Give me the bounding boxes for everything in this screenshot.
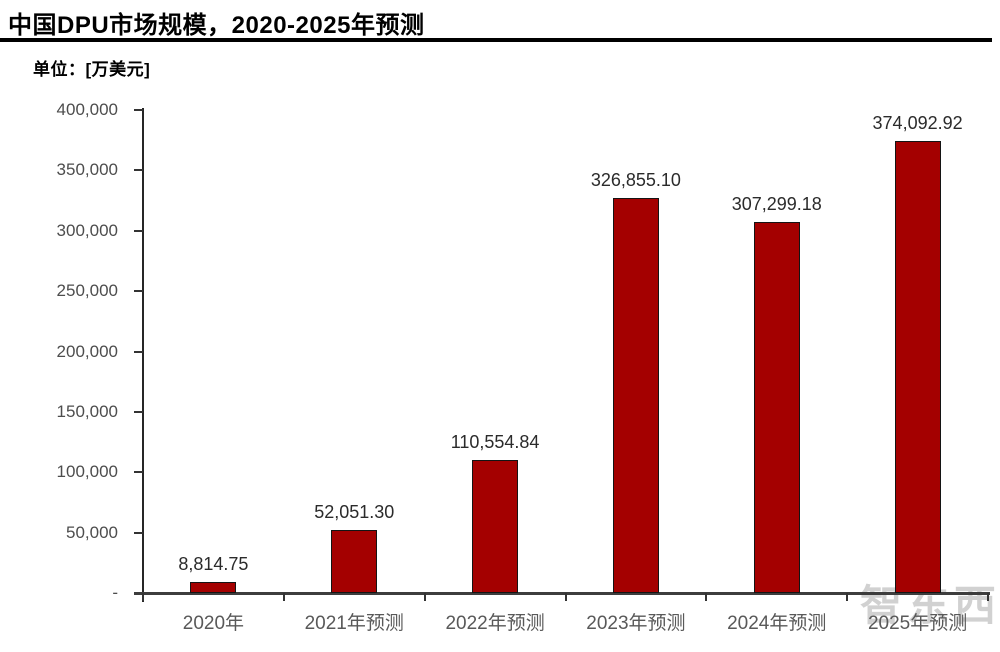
y-axis-line	[142, 108, 144, 602]
y-axis-tick	[134, 410, 143, 413]
y-axis-tick-label: 400,000	[56, 100, 118, 119]
bar	[753, 221, 800, 593]
x-axis-tick	[564, 593, 567, 601]
y-axis-tick	[134, 350, 143, 353]
x-axis-label: 2021年预测	[304, 613, 404, 634]
bar-value-label: 374,092.92	[872, 113, 963, 134]
bar	[472, 459, 519, 593]
bar	[331, 530, 378, 593]
bar	[894, 141, 941, 593]
x-axis-label: 2022年预测	[445, 613, 545, 634]
chart-title: 中国DPU市场规模，2020-2025年预测	[8, 12, 425, 39]
y-axis-tick-label: 150,000	[56, 401, 118, 421]
x-axis-tick	[705, 593, 708, 601]
bar	[190, 582, 237, 593]
y-axis-tick-label: 250,000	[56, 281, 118, 301]
x-axis-label: 2025年预测	[867, 613, 968, 634]
x-axis-label: 2020年	[182, 613, 245, 634]
bar-value-label: 52,051.30	[314, 502, 395, 523]
x-axis-tick	[282, 593, 285, 601]
bar-value-label: 8,814.75	[178, 554, 249, 575]
x-axis-tick	[423, 593, 426, 601]
y-axis-tick	[134, 290, 143, 293]
x-axis-tick	[846, 593, 849, 601]
y-axis-tick	[134, 471, 143, 474]
y-axis-tick	[134, 109, 143, 111]
bar-value-label: 326,855.10	[590, 170, 681, 191]
y-axis-tick	[134, 531, 143, 534]
x-axis-line	[134, 592, 990, 595]
y-axis-tick-label: 300,000	[56, 220, 118, 240]
bar-value-label: 110,554.84	[450, 431, 540, 452]
y-axis-tick	[134, 229, 143, 232]
bar	[612, 198, 659, 593]
y-axis-tick-label: 350,000	[56, 160, 118, 180]
y-axis-tick-label: 200,000	[56, 341, 118, 361]
x-axis-tick	[142, 593, 144, 601]
y-axis-tick-label: 50,000	[66, 522, 118, 542]
y-axis-tick	[134, 169, 143, 172]
title-underline	[0, 38, 992, 42]
y-axis-tick-label: 100,000	[56, 462, 118, 482]
bar-value-label: 307,299.18	[731, 193, 822, 214]
x-axis-label: 2024年预测	[727, 613, 827, 634]
x-axis-tick	[987, 593, 989, 601]
unit-label: 单位：[万美元]	[33, 60, 151, 79]
x-axis-label: 2023年预测	[586, 613, 686, 634]
y-axis-tick-label: -	[112, 583, 118, 602]
